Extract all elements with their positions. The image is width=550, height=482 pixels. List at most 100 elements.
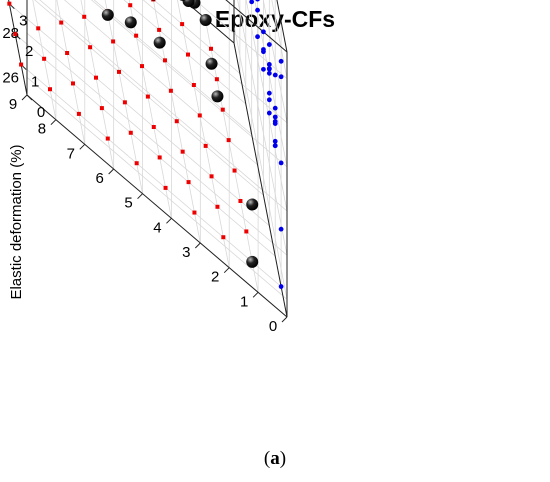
- floor-projection-point: [128, 130, 133, 135]
- floor-projection-point: [220, 107, 225, 112]
- figure-caption: (a): [0, 448, 550, 470]
- floor-projection-point: [186, 180, 191, 185]
- floor-projection-point: [151, 0, 156, 2]
- caption-open-paren: (: [263, 448, 271, 469]
- data-point: [199, 14, 212, 27]
- x-tick-label: 8: [38, 121, 46, 138]
- wall-projection-point: [266, 62, 272, 67]
- floor-projection-point: [244, 229, 249, 234]
- floor-grid-line: [177, 0, 230, 268]
- y-tick-label: 1: [31, 74, 39, 91]
- x-tick-label: 2: [211, 269, 219, 286]
- floor-grid-line: [152, 0, 201, 244]
- floor-projection-point: [19, 62, 24, 67]
- floor-grid-line: [20, 64, 282, 287]
- wall-projection-point: [249, 0, 255, 5]
- floor-projection-point: [111, 39, 116, 44]
- floor-projection-point: [76, 111, 81, 116]
- data-point: [211, 90, 224, 103]
- floor-projection-point: [94, 75, 98, 80]
- floor-projection-point: [191, 83, 196, 87]
- x-tick-label: 3: [182, 244, 190, 261]
- box-edge: [276, 0, 288, 53]
- wall-x-z-grid-line: [233, 25, 288, 300]
- wall-projection-point: [272, 143, 278, 149]
- z-tick-label: 28: [2, 25, 19, 42]
- floor-projection-point: [203, 143, 208, 148]
- floor-projection-point: [65, 51, 70, 55]
- floor-projection-point: [186, 52, 190, 57]
- x-tick-label: 4: [153, 219, 161, 236]
- floor-projection-point: [59, 20, 64, 25]
- floor-projection-point: [209, 46, 213, 51]
- wall-y-z-grid-line: [26, 77, 288, 300]
- box-edge: [233, 42, 288, 318]
- floor-projection-point: [134, 161, 139, 166]
- caption-label: a: [270, 448, 280, 469]
- floor-projection-point: [88, 45, 93, 50]
- x-tick-mark: [79, 143, 86, 150]
- floor-projection-point: [157, 155, 162, 160]
- wall-x-z-grid-line: [237, 0, 288, 256]
- floor-projection-point: [209, 174, 214, 179]
- z-axis-label: Elastic deformation (%): [8, 144, 25, 299]
- floor-projection-point: [151, 125, 156, 129]
- floor-projection-point: [215, 204, 220, 209]
- wall-x-z-grid-line: [262, 0, 288, 123]
- x-tick-mark: [223, 267, 230, 274]
- wall-projection-point: [261, 66, 266, 72]
- floor-grid-line: [153, 0, 241, 74]
- floor-projection-point: [82, 14, 87, 19]
- floor-grid-line: [14, 33, 276, 257]
- floor-grid-line: [32, 0, 57, 120]
- data-point: [153, 36, 166, 49]
- floor-projection-point: [174, 119, 179, 124]
- floor-projection-point: [197, 113, 202, 118]
- wall-projection-point: [261, 29, 266, 35]
- data-point: [124, 16, 137, 29]
- x-tick-mark: [281, 316, 288, 323]
- floor-projection-point: [145, 94, 150, 99]
- x-tick-mark: [21, 94, 28, 101]
- wall-projection-point: [278, 226, 284, 232]
- floor-projection-point: [42, 56, 47, 61]
- wall-projection-point: [255, 7, 260, 13]
- floor-projection-point: [7, 1, 12, 6]
- floor-projection-point: [180, 22, 185, 27]
- floor-projection-point: [232, 168, 237, 173]
- x-tick-mark: [50, 119, 57, 126]
- x-tick-label: 6: [95, 170, 103, 187]
- floor-projection-point: [99, 106, 104, 111]
- wall-projection-point: [272, 114, 278, 120]
- x-tick-label: 1: [240, 293, 248, 310]
- wall-projection-point: [255, 0, 260, 2]
- x-tick-mark: [137, 193, 143, 200]
- floor-projection-point: [157, 27, 162, 32]
- wall-projection-point: [266, 90, 272, 96]
- x-tick-mark: [166, 217, 172, 224]
- floor-grid-line: [34, 0, 264, 196]
- floor-projection-point: [214, 77, 219, 82]
- data-point: [246, 198, 259, 211]
- floor-projection-point: [221, 235, 226, 240]
- data-point: [182, 0, 195, 8]
- wall-projection-point: [272, 138, 278, 144]
- data-point: [151, 0, 157, 1]
- floor-grid-line: [123, 0, 247, 105]
- floor-projection-point: [163, 58, 167, 63]
- box-edge: [8, 0, 28, 96]
- data-point: [205, 57, 218, 70]
- x-tick-mark: [194, 242, 201, 249]
- box-edge: [26, 94, 288, 318]
- floor-projection-point: [163, 185, 168, 190]
- floor-projection-point: [122, 100, 127, 105]
- wall-projection-point: [272, 105, 278, 111]
- data-point: [246, 255, 259, 268]
- wall-projection-point: [278, 284, 284, 289]
- wall-projection-point: [272, 121, 278, 127]
- floor-projection-point: [238, 199, 243, 203]
- floor-projection-point: [168, 88, 173, 93]
- floor-grid-line: [56, 0, 86, 145]
